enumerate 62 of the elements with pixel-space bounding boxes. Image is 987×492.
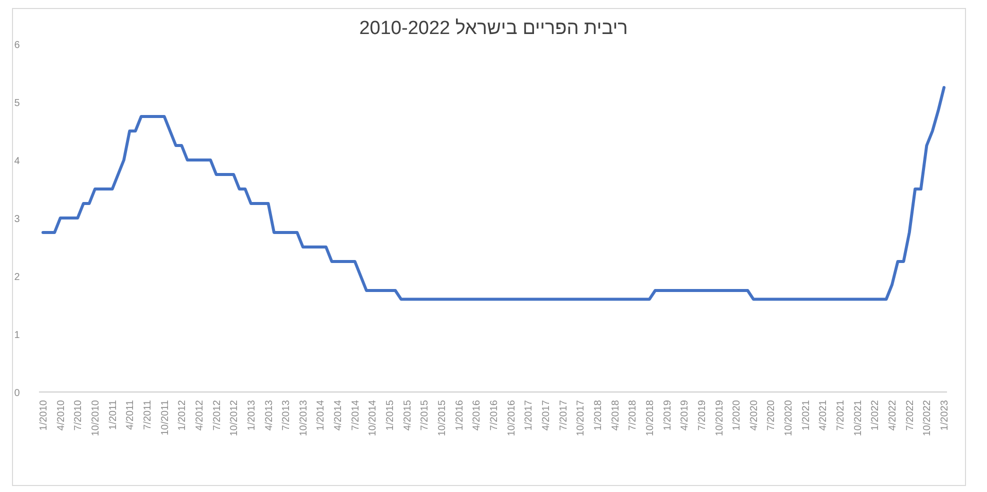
x-tick-label: 7/2019 bbox=[696, 400, 708, 431]
y-tick-label: 5 bbox=[14, 98, 20, 109]
x-tick-label: 1/2017 bbox=[524, 400, 535, 431]
x-tick-label: 10/2021 bbox=[852, 400, 864, 436]
x-tick-label: 4/2019 bbox=[680, 400, 691, 431]
x-tick-label: 10/2010 bbox=[90, 400, 102, 436]
y-tick-label: 3 bbox=[14, 214, 20, 225]
y-tick-label: 6 bbox=[14, 40, 20, 51]
y-tick-label: 1 bbox=[14, 330, 20, 341]
x-tick-label: 10/2011 bbox=[160, 400, 171, 436]
x-tick-label: 7/2016 bbox=[489, 400, 500, 431]
x-tick-label: 4/2016 bbox=[472, 400, 483, 431]
x-tick-label: 7/2020 bbox=[766, 400, 778, 431]
x-tick-label: 10/2018 bbox=[644, 400, 656, 436]
x-tick-label: 1/2013 bbox=[246, 400, 258, 431]
x-tick-label: 4/2018 bbox=[610, 400, 622, 431]
chart-title: ריבית הפריים בישראל 2010-2022 bbox=[358, 18, 629, 40]
x-tick-label: 4/2022 bbox=[888, 400, 899, 431]
x-tick-label: 7/2018 bbox=[628, 400, 639, 431]
x-tick-label: 1/2012 bbox=[177, 400, 188, 431]
x-tick-label: 4/2017 bbox=[540, 400, 552, 431]
y-tick-label: 4 bbox=[14, 156, 20, 167]
x-tick-label: 7/2011 bbox=[142, 400, 154, 430]
x-tick-label: 10/2013 bbox=[298, 400, 310, 436]
x-tick-label: 7/2015 bbox=[420, 400, 431, 431]
x-tick-label: 10/2012 bbox=[229, 400, 240, 436]
x-tick-label: 10/2020 bbox=[784, 400, 795, 436]
x-tick-label: 10/2017 bbox=[576, 400, 587, 436]
x-tick-label: 7/2013 bbox=[281, 400, 292, 431]
x-tick-label: 4/2010 bbox=[56, 400, 67, 431]
x-tick-label: 10/2016 bbox=[506, 400, 518, 436]
line-series bbox=[42, 86, 946, 301]
x-tick-label: 10/2019 bbox=[714, 400, 726, 436]
x-tick-label: 7/2010 bbox=[73, 400, 84, 431]
y-tick-label: 0 bbox=[14, 388, 20, 399]
x-tick-label: 1/2018 bbox=[592, 400, 604, 431]
x-tick-label: 10/2014 bbox=[368, 400, 379, 436]
x-tick-label: 1/2010 bbox=[38, 400, 50, 431]
x-tick-label: 4/2021 bbox=[818, 400, 830, 431]
x-tick-label: 4/2013 bbox=[264, 400, 275, 431]
x-tick-label: 10/2015 bbox=[437, 400, 448, 436]
x-tick-label: 1/2019 bbox=[662, 400, 674, 431]
x-tick-label: 4/2014 bbox=[333, 400, 344, 431]
x-tick-label: 1/2016 bbox=[454, 400, 466, 431]
x-tick-label: 4/2020 bbox=[748, 400, 760, 431]
x-tick-label: 1/2020 bbox=[732, 400, 743, 431]
x-tick-label: 1/2021 bbox=[800, 400, 812, 431]
x-tick-label: 7/2021 bbox=[836, 400, 847, 431]
x-tick-label: 7/2014 bbox=[350, 400, 362, 431]
x-tick-label: 10/2022 bbox=[922, 400, 934, 436]
x-tick-label: 7/2022 bbox=[904, 400, 916, 431]
x-tick-label: 7/2012 bbox=[212, 400, 223, 431]
x-tick-label: 4/2015 bbox=[402, 400, 414, 431]
x-tick-label: 7/2017 bbox=[558, 400, 570, 431]
x-tick-label: 4/2011 bbox=[125, 400, 136, 430]
x-tick-label: 1/2022 bbox=[870, 400, 882, 431]
y-tick-label: 2 bbox=[14, 272, 20, 283]
x-tick-label: 1/2011 bbox=[108, 400, 119, 430]
x-tick-label: 4/2012 bbox=[194, 400, 206, 431]
x-tick-label: 1/2015 bbox=[385, 400, 396, 431]
x-tick-label: 1/2014 bbox=[316, 400, 327, 431]
x-tick-label: 1/2023 bbox=[940, 400, 950, 431]
